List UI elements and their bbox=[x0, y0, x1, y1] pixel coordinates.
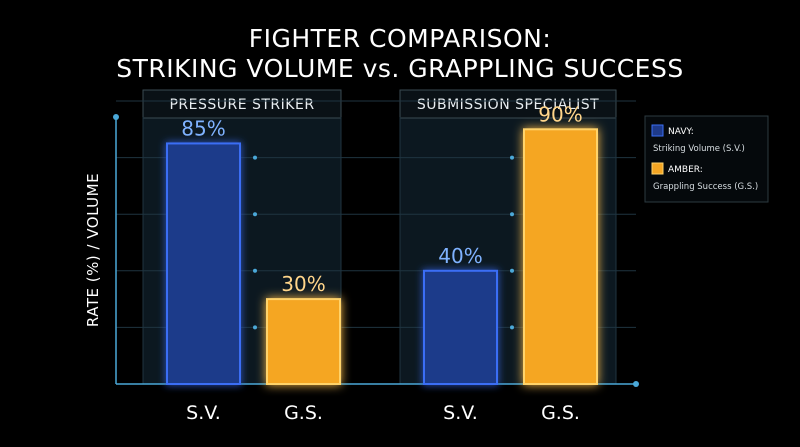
group-header-box bbox=[142, 89, 342, 119]
legend-key: NAVY: bbox=[668, 127, 694, 137]
grid-dot bbox=[253, 268, 257, 273]
legend-swatch bbox=[651, 124, 664, 137]
bar-value-label: 30% bbox=[281, 272, 325, 296]
bar-grappling-success bbox=[266, 298, 341, 386]
chart-title-line-2: STRIKING VOLUME vs. GRAPPLING SUCCESS bbox=[116, 54, 684, 83]
bar-grappling-success bbox=[523, 128, 598, 385]
group-header-label: PRESSURE STRIKER bbox=[169, 97, 314, 113]
grid-dot bbox=[510, 268, 514, 273]
legend-key: AMBER: bbox=[668, 165, 703, 175]
legend-box bbox=[644, 115, 769, 203]
axis-endpoint-dot bbox=[113, 114, 119, 120]
grid-dot bbox=[253, 325, 257, 330]
x-tick-label: G.S. bbox=[284, 402, 323, 424]
grid-dot bbox=[510, 155, 514, 160]
x-tick-label: S.V. bbox=[443, 402, 478, 424]
legend-swatch bbox=[651, 162, 664, 175]
grid-dot bbox=[253, 155, 257, 160]
legend-label: Striking Volume (S.V.) bbox=[653, 144, 745, 154]
legend-label: Grappling Success (G.S.) bbox=[653, 182, 758, 192]
grid-dot bbox=[510, 212, 514, 217]
bar-striking-volume bbox=[423, 269, 498, 385]
grid-dot bbox=[510, 325, 514, 330]
bar-striking-volume bbox=[166, 142, 241, 385]
bar-value-label: 85% bbox=[181, 116, 225, 140]
chart-title-line-1: FIGHTER COMPARISON: bbox=[248, 24, 552, 53]
grid-dot bbox=[253, 212, 257, 217]
bar-value-label: 40% bbox=[438, 244, 482, 268]
y-axis-label: RATE (%) / VOLUME bbox=[84, 173, 102, 327]
bar-value-label: 90% bbox=[538, 102, 582, 126]
axis-endpoint-dot bbox=[633, 381, 639, 387]
x-tick-label: G.S. bbox=[541, 402, 580, 424]
group-header-box bbox=[399, 89, 617, 119]
x-tick-label: S.V. bbox=[186, 402, 221, 424]
